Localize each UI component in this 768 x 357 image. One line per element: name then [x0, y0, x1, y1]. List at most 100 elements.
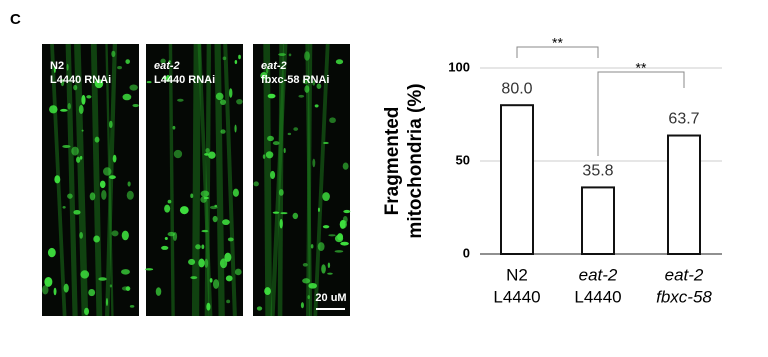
- mito-spot: [205, 147, 210, 154]
- mito-spot: [62, 144, 71, 148]
- mito-spot: [317, 242, 325, 252]
- mito-spot: [53, 287, 57, 296]
- fiber: [105, 43, 114, 317]
- mito-spot: [126, 190, 134, 200]
- mito-spot: [190, 193, 194, 199]
- mito-spot: [81, 129, 84, 132]
- value-label: 80.0: [501, 80, 532, 97]
- mito-spot: [314, 104, 319, 108]
- mito-spot: [203, 196, 209, 200]
- mito-spot: [165, 74, 171, 83]
- mito-spot: [215, 92, 224, 101]
- mito-spot: [168, 60, 171, 63]
- mito-spot: [288, 53, 292, 57]
- mito-spot: [63, 283, 69, 293]
- image-label: eat-2: [261, 60, 287, 72]
- mito-spot: [253, 181, 259, 187]
- significance-bracket: [597, 71, 685, 156]
- significance-label: **: [552, 35, 563, 51]
- mito-spot: [109, 175, 116, 180]
- mito-spot: [322, 225, 330, 229]
- mito-spot: [201, 244, 205, 250]
- mito-spot: [204, 152, 210, 156]
- mito-spot: [298, 94, 305, 98]
- mito-spot: [222, 219, 230, 226]
- x-tick-label: eat-2: [665, 265, 704, 284]
- mito-spot: [86, 95, 92, 99]
- mito-spot: [81, 94, 86, 105]
- mito-spot: [283, 147, 286, 154]
- mito-spot: [234, 59, 238, 65]
- mito-spot: [127, 181, 131, 187]
- mito-spot: [209, 278, 213, 283]
- mito-spot: [329, 117, 336, 124]
- mito-spot: [206, 302, 211, 311]
- mito-spot: [327, 262, 331, 269]
- y-axis-label-line: Fragmented: [382, 107, 403, 216]
- mito-spot: [103, 167, 112, 176]
- mito-spot: [164, 204, 171, 213]
- mito-spot: [71, 146, 79, 156]
- mito-spot: [160, 58, 166, 64]
- mito-spot: [167, 231, 175, 237]
- image-label: L4440 RNAi: [50, 74, 111, 86]
- mito-spot: [227, 237, 234, 242]
- mito-spot: [312, 158, 316, 168]
- mito-spot: [60, 108, 68, 112]
- mito-spot: [304, 51, 310, 61]
- mito-spot: [49, 105, 58, 114]
- mito-spot: [167, 199, 172, 204]
- mito-spot: [224, 252, 232, 262]
- mito-spot: [208, 151, 216, 159]
- mito-spot: [132, 103, 139, 108]
- mito-spot: [340, 241, 349, 246]
- mito-spot: [321, 264, 326, 274]
- mito-spot: [78, 104, 84, 114]
- micrograph: [253, 44, 350, 316]
- fiber: [197, 43, 213, 317]
- mito-spot: [111, 230, 119, 237]
- x-tick-label: N2: [506, 265, 528, 284]
- mito-spot: [302, 78, 308, 85]
- mito-spot: [220, 129, 226, 134]
- mito-spot: [278, 53, 287, 56]
- mito-spot: [155, 287, 162, 296]
- image-label: N2: [50, 60, 64, 72]
- mito-spot: [232, 188, 239, 197]
- mito-spot: [272, 141, 280, 146]
- fiber: [223, 43, 237, 317]
- mito-spot: [226, 299, 231, 304]
- mito-spot: [47, 247, 56, 258]
- mito-spot: [54, 175, 61, 184]
- mito-spot: [270, 170, 276, 180]
- mito-spot: [94, 136, 100, 143]
- mito-spot: [327, 272, 333, 275]
- mito-spot: [94, 79, 104, 89]
- value-label: 35.8: [582, 163, 613, 180]
- mito-spot: [79, 155, 83, 160]
- fiber: [263, 43, 273, 317]
- mito-spot: [304, 85, 310, 93]
- mito-spot: [302, 262, 308, 267]
- mito-spot: [145, 268, 154, 271]
- mito-spot: [238, 54, 241, 60]
- fiber: [313, 43, 330, 317]
- mito-spot: [125, 59, 130, 64]
- mito-spot: [89, 192, 96, 201]
- mito-spot: [195, 244, 201, 250]
- mito-spot: [265, 67, 269, 74]
- mito-spot: [111, 50, 116, 58]
- mito-spot: [198, 258, 205, 268]
- mito-spot: [99, 180, 106, 189]
- mito-spot: [236, 98, 243, 105]
- mito-spot: [339, 219, 347, 229]
- mito-spot: [260, 72, 268, 80]
- mito-spot: [179, 206, 189, 215]
- mito-spot: [164, 236, 168, 240]
- mito-spot: [337, 233, 344, 241]
- mito-spot: [173, 149, 183, 159]
- image-label: L4440 RNAi: [154, 74, 215, 86]
- mito-spot: [76, 156, 81, 163]
- mito-spot: [267, 93, 276, 99]
